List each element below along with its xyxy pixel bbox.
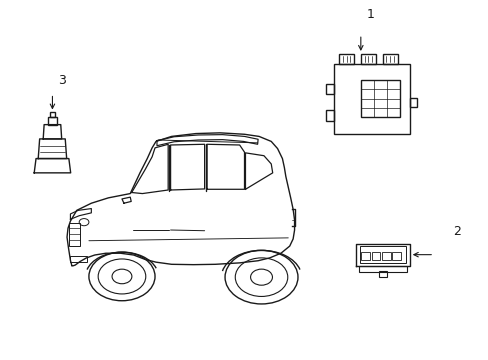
Text: 2: 2 <box>453 225 461 238</box>
Bar <box>382 54 397 64</box>
Bar <box>48 117 57 125</box>
Bar <box>371 252 380 260</box>
Bar <box>361 252 369 260</box>
Text: 1: 1 <box>366 8 374 21</box>
Bar <box>69 223 80 246</box>
Bar <box>325 84 334 94</box>
Bar <box>391 252 400 260</box>
Bar <box>361 80 399 117</box>
Bar <box>359 246 406 263</box>
Bar <box>361 54 375 64</box>
Bar <box>325 111 334 121</box>
Bar <box>409 98 416 107</box>
Bar <box>378 271 386 277</box>
Bar <box>50 112 55 117</box>
Bar <box>334 64 409 134</box>
Bar <box>381 252 390 260</box>
Text: 3: 3 <box>58 74 66 87</box>
Bar <box>358 266 407 272</box>
Bar <box>339 54 353 64</box>
Bar <box>70 256 87 262</box>
